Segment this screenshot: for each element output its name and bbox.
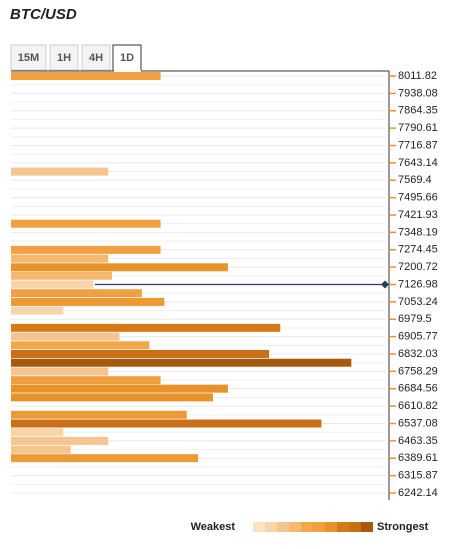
bar (11, 428, 64, 437)
y-tick-label: 6832.03 (398, 348, 438, 360)
tab[interactable] (81, 44, 111, 71)
bar (11, 419, 322, 428)
legend-scale (253, 522, 373, 532)
y-tick-label: 7716.87 (398, 139, 438, 151)
tab-label[interactable]: 1D (120, 52, 134, 64)
bar (11, 219, 161, 228)
y-tick-label: 6758.29 (398, 365, 438, 377)
bar (11, 445, 71, 454)
y-tick-label: 7938.08 (398, 87, 438, 99)
bar (11, 72, 161, 80)
bar (11, 323, 281, 332)
bar (11, 289, 142, 298)
y-tick-label: 7348.19 (398, 226, 438, 238)
bar (11, 306, 64, 315)
tab-cover (114, 70, 141, 72)
bar (11, 384, 228, 393)
bar (11, 280, 94, 289)
tab[interactable] (112, 44, 142, 72)
y-tick-label: 8011.82 (398, 70, 437, 82)
tab-label[interactable]: 15M (18, 52, 39, 64)
tab-label[interactable]: 4H (89, 52, 103, 64)
tab-label[interactable]: 1H (57, 52, 71, 64)
y-tick-label: 7126.98 (398, 278, 438, 290)
chart-title: BTC/USD (10, 6, 77, 23)
bar (11, 332, 120, 341)
legend-weak: Weakest (191, 521, 236, 533)
y-tick-label: 7643.14 (398, 157, 438, 169)
bar (11, 436, 109, 445)
bar (11, 376, 161, 385)
y-tick-label: 6684.56 (398, 383, 438, 395)
y-tick-label: 6905.77 (398, 331, 438, 343)
y-tick-label: 6979.5 (398, 313, 432, 325)
legend-strong: Strongest (377, 521, 429, 533)
bar (11, 358, 352, 367)
y-tick-label: 7421.93 (398, 209, 438, 221)
tab[interactable] (10, 44, 47, 71)
bar (11, 341, 150, 350)
bar (11, 245, 161, 254)
bar (11, 263, 228, 272)
y-tick-label: 7790.61 (398, 122, 438, 134)
bar (11, 454, 198, 463)
bar (11, 297, 165, 306)
y-tick-label: 6537.08 (398, 417, 438, 429)
y-tick-label: 7274.45 (398, 244, 438, 256)
bar (11, 271, 112, 280)
bar (11, 393, 213, 402)
y-tick-label: 6315.87 (398, 470, 438, 482)
bar (11, 254, 109, 263)
y-tick-label: 6610.82 (398, 400, 438, 412)
bar (11, 367, 109, 376)
y-tick-label: 7569.4 (398, 174, 432, 186)
y-tick-label: 7053.24 (398, 296, 438, 308)
current-price-marker (381, 280, 389, 289)
y-tick-label: 7495.66 (398, 192, 438, 204)
y-tick-label: 6463.35 (398, 435, 438, 447)
y-tick-label: 7200.72 (398, 261, 438, 273)
y-tick-label: 7864.35 (398, 105, 438, 117)
bar (11, 410, 187, 419)
y-tick-label: 6389.61 (398, 452, 438, 464)
y-tick-label: 6242.14 (398, 487, 438, 499)
bar (11, 350, 270, 359)
bar (11, 167, 109, 176)
tab[interactable] (49, 44, 79, 71)
